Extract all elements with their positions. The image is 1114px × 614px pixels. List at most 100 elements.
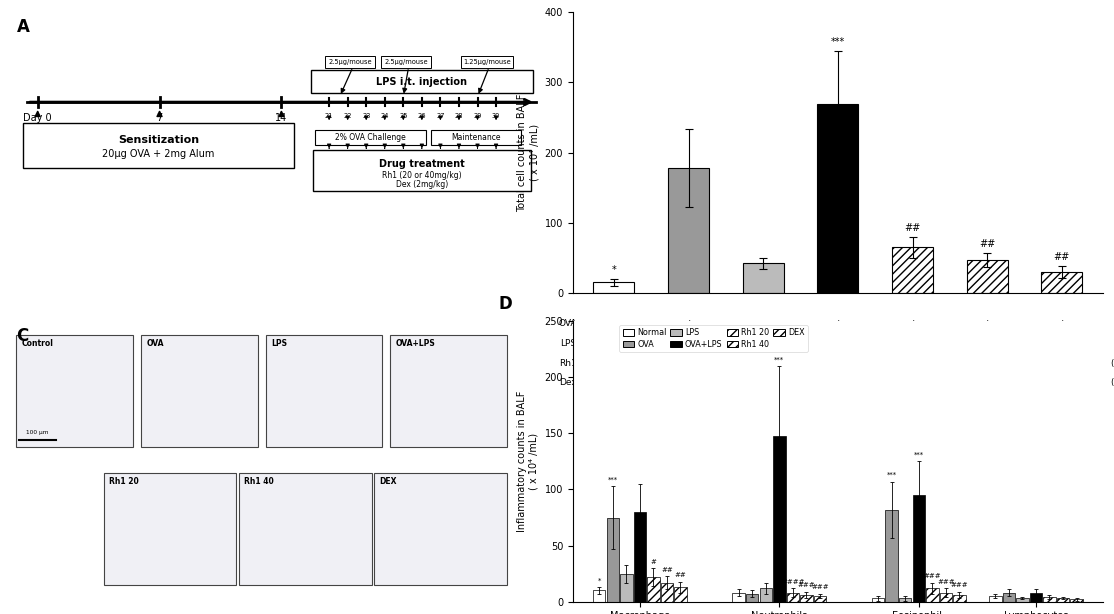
- Text: 2.5μg/mouse: 2.5μg/mouse: [329, 59, 372, 64]
- Text: C: C: [17, 327, 29, 344]
- Text: 29: 29: [473, 113, 481, 119]
- Text: +: +: [1058, 319, 1066, 328]
- Text: D: D: [499, 295, 512, 313]
- Text: *: *: [612, 265, 616, 274]
- Text: Day 0: Day 0: [23, 113, 52, 123]
- Bar: [967, 260, 1008, 293]
- FancyBboxPatch shape: [315, 130, 426, 145]
- Text: Maintenance: Maintenance: [451, 133, 501, 142]
- Bar: [1042, 272, 1083, 293]
- Text: -: -: [1061, 359, 1064, 368]
- Text: +: +: [909, 319, 917, 328]
- Bar: [647, 577, 659, 602]
- FancyBboxPatch shape: [325, 56, 375, 68]
- Text: 100 μm: 100 μm: [27, 430, 49, 435]
- Text: Rh1 (20 or 40mg/kg): Rh1 (20 or 40mg/kg): [382, 171, 461, 179]
- Text: ##: ##: [661, 567, 673, 572]
- Bar: [1043, 597, 1056, 602]
- Text: OVA: OVA: [558, 319, 577, 328]
- Bar: [926, 588, 939, 602]
- Bar: [674, 587, 686, 602]
- FancyBboxPatch shape: [17, 335, 133, 448]
- Y-axis label: Inflammatory counts in BALF
( x 10⁴ /mL): Inflammatory counts in BALF ( x 10⁴ /mL): [517, 391, 539, 532]
- Text: 20: 20: [907, 359, 918, 368]
- Text: 14: 14: [275, 113, 287, 123]
- Bar: [668, 168, 710, 293]
- Bar: [746, 594, 759, 602]
- Text: ###: ###: [950, 582, 968, 588]
- Text: 2: 2: [1059, 378, 1065, 387]
- FancyBboxPatch shape: [265, 335, 382, 448]
- FancyBboxPatch shape: [431, 130, 521, 145]
- Bar: [620, 573, 633, 602]
- Text: -: -: [687, 378, 691, 387]
- Text: B: B: [509, 0, 522, 4]
- Bar: [732, 593, 745, 602]
- FancyBboxPatch shape: [23, 123, 294, 168]
- Text: 2.5μg/mouse: 2.5μg/mouse: [384, 59, 428, 64]
- FancyBboxPatch shape: [374, 473, 507, 585]
- Text: A: A: [17, 18, 29, 36]
- Text: 23: 23: [362, 113, 370, 119]
- Text: 30: 30: [492, 113, 500, 119]
- Text: 1.25μg/mouse: 1.25μg/mouse: [463, 59, 510, 64]
- Text: Sensitization: Sensitization: [118, 135, 199, 145]
- Bar: [594, 282, 635, 293]
- Bar: [872, 599, 885, 602]
- Text: 24: 24: [381, 113, 389, 119]
- Text: ***: ***: [913, 452, 924, 458]
- Text: -: -: [613, 319, 616, 328]
- Text: ###: ###: [937, 579, 955, 585]
- Text: -: -: [911, 378, 915, 387]
- Text: +: +: [760, 339, 766, 348]
- Text: 27: 27: [437, 113, 444, 119]
- Text: -: -: [613, 359, 616, 368]
- Text: 21: 21: [325, 113, 333, 119]
- Text: OVA: OVA: [146, 340, 164, 348]
- FancyBboxPatch shape: [240, 473, 371, 585]
- FancyBboxPatch shape: [141, 335, 257, 448]
- Text: LPS i.t. injection: LPS i.t. injection: [377, 77, 468, 87]
- FancyBboxPatch shape: [104, 473, 236, 585]
- Text: 26: 26: [418, 113, 427, 119]
- Text: Control: Control: [22, 340, 53, 348]
- Legend: Normal, OVA, LPS, OVA+LPS, Rh1 20, Rh1 40, DEX: Normal, OVA, LPS, OVA+LPS, Rh1 20, Rh1 4…: [619, 325, 808, 352]
- Text: #: #: [651, 559, 656, 565]
- Bar: [760, 588, 772, 602]
- Text: 20μg OVA + 2mg Alum: 20μg OVA + 2mg Alum: [102, 149, 215, 159]
- Bar: [661, 583, 673, 602]
- Bar: [786, 593, 799, 602]
- Text: -: -: [837, 359, 840, 368]
- Text: ####: ####: [781, 579, 804, 585]
- Text: ###: ###: [811, 585, 829, 591]
- Text: 7: 7: [156, 113, 163, 123]
- Bar: [1016, 599, 1028, 602]
- Bar: [989, 596, 1001, 602]
- Text: Drug treatment: Drug treatment: [379, 159, 465, 169]
- Text: 22: 22: [343, 113, 352, 119]
- Text: +: +: [909, 339, 917, 348]
- Text: -: -: [837, 378, 840, 387]
- Bar: [1071, 599, 1083, 602]
- Text: ##: ##: [1054, 252, 1069, 262]
- Bar: [813, 596, 827, 602]
- Text: ***: ***: [607, 476, 618, 483]
- Text: -: -: [613, 378, 616, 387]
- Bar: [800, 595, 812, 602]
- Bar: [954, 595, 966, 602]
- Text: Dex: Dex: [559, 378, 577, 387]
- Bar: [886, 510, 898, 602]
- FancyBboxPatch shape: [460, 56, 514, 68]
- Text: (mg/kg): (mg/kg): [1111, 378, 1114, 387]
- Text: ##: ##: [979, 239, 995, 249]
- Text: -: -: [613, 339, 616, 348]
- Text: +: +: [984, 319, 991, 328]
- Bar: [773, 435, 785, 602]
- Text: Rh1: Rh1: [559, 359, 577, 368]
- Bar: [818, 104, 859, 293]
- Text: ***: ***: [774, 357, 784, 363]
- Text: (mg/kg): (mg/kg): [1111, 359, 1114, 368]
- Bar: [1029, 593, 1043, 602]
- Text: ##: ##: [905, 223, 920, 233]
- Text: -: -: [762, 319, 765, 328]
